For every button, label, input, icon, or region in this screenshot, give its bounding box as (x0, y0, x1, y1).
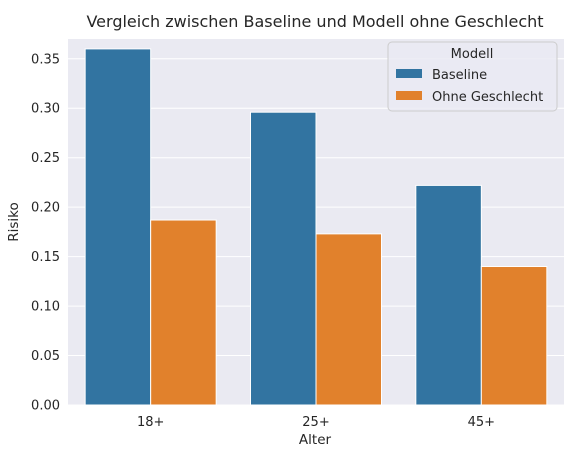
legend: Modell Baseline Ohne Geschlecht (387, 41, 558, 112)
legend-label-ohne-geschlecht: Ohne Geschlecht (432, 90, 543, 105)
y-tick-label: 0.25 (31, 151, 60, 166)
y-axis-title: Risiko (6, 202, 22, 242)
bar-baseline-3 (415, 184, 482, 406)
bar-ohne-geschlecht-3 (480, 266, 548, 406)
y-tick-label: 0.05 (31, 349, 60, 364)
bar-baseline-2 (250, 111, 317, 406)
x-tick-label: 25+ (302, 415, 329, 430)
legend-swatch-ohne-geschlecht (396, 91, 422, 100)
bars-group (84, 48, 548, 406)
bar-ohne-geschlecht-1 (150, 219, 217, 406)
y-tick-label: 0.35 (31, 52, 60, 67)
legend-swatch-baseline (396, 69, 422, 78)
y-tick-label: 0.00 (31, 399, 60, 414)
y-tick-label: 0.30 (31, 102, 60, 117)
x-axis-title: Alter (299, 432, 332, 448)
y-tick-label: 0.20 (31, 201, 60, 216)
bar-baseline-1 (84, 48, 152, 406)
y-tick-labels: 0.00 0.05 0.10 0.15 0.20 0.25 0.30 0.35 (31, 52, 60, 413)
y-tick-label: 0.15 (31, 250, 60, 265)
legend-box (387, 41, 558, 112)
chart-title: Vergleich zwischen Baseline und Modell o… (86, 12, 543, 31)
x-tick-labels: 18+ 25+ 45+ (137, 415, 495, 430)
y-tick-label: 0.10 (31, 300, 60, 315)
legend-title: Modell (451, 47, 494, 62)
bar-ohne-geschlecht-2 (315, 233, 382, 406)
x-tick-label: 18+ (137, 415, 164, 430)
legend-label-baseline: Baseline (432, 68, 487, 83)
x-tick-label: 45+ (468, 415, 495, 430)
